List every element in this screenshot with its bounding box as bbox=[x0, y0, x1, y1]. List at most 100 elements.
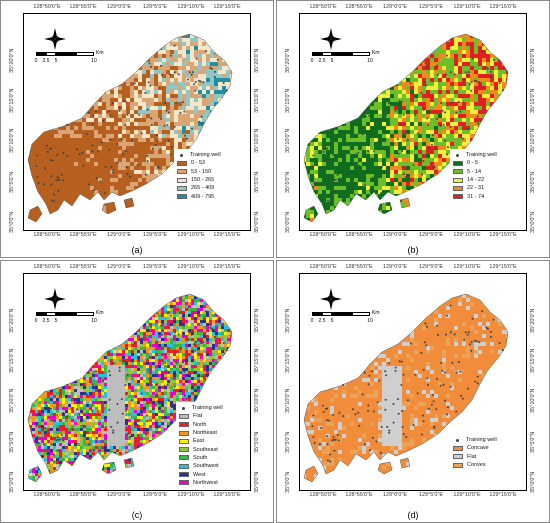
training-well-point bbox=[342, 123, 345, 126]
legend-label: North bbox=[193, 421, 207, 428]
training-well-point bbox=[184, 394, 187, 397]
training-well-point bbox=[112, 431, 115, 434]
training-well-point bbox=[92, 374, 95, 377]
training-well-point bbox=[201, 122, 203, 125]
training-well-point bbox=[213, 336, 216, 338]
map-frame: 0 2.5 5 10 Km Training well Concave Flat Convex bbox=[299, 273, 527, 491]
training-well-point bbox=[392, 161, 395, 164]
training-well-point bbox=[446, 413, 449, 416]
training-well-point bbox=[436, 377, 439, 380]
training-well-point bbox=[312, 436, 315, 439]
training-well-point bbox=[136, 164, 139, 166]
training-well-point bbox=[325, 419, 328, 422]
training-well-point bbox=[430, 403, 433, 406]
training-well-point bbox=[325, 407, 327, 410]
training-well-point bbox=[367, 144, 370, 147]
y-tick-label-left: 35°15'0"N bbox=[285, 348, 291, 373]
training-well-point bbox=[444, 371, 446, 374]
training-well-point bbox=[363, 183, 366, 186]
training-well-point bbox=[95, 176, 98, 179]
training-well-point bbox=[322, 410, 325, 413]
scale-bar-segment bbox=[322, 312, 332, 316]
training-well-point bbox=[361, 133, 364, 136]
training-well-point bbox=[437, 73, 439, 76]
legend-item: 5 - 14 bbox=[453, 168, 497, 176]
training-well-point bbox=[125, 426, 128, 429]
training-well-point bbox=[371, 436, 374, 439]
legend-item-training-well: Training well bbox=[177, 151, 221, 159]
training-well-point bbox=[471, 57, 474, 60]
training-well-point bbox=[441, 109, 444, 112]
map-frame: 0 2.5 5 10 Km Training well Flat North Northeas… bbox=[23, 273, 251, 491]
training-well-point bbox=[138, 113, 141, 116]
training-well-point bbox=[53, 200, 56, 203]
training-well-point bbox=[100, 401, 103, 404]
legend-item: East bbox=[179, 437, 223, 445]
x-tick-label-bottom: 129°0'0"E bbox=[382, 232, 408, 238]
training-well-point bbox=[195, 317, 198, 320]
y-tick-label-left: 35°5'0"N bbox=[285, 431, 291, 453]
training-well-point bbox=[95, 110, 97, 113]
training-well-point bbox=[49, 159, 52, 162]
legend-label: Northwest bbox=[193, 479, 218, 486]
training-well-point bbox=[91, 144, 94, 147]
training-well-point bbox=[422, 108, 425, 111]
training-well-point bbox=[363, 111, 366, 114]
training-well-point bbox=[384, 148, 387, 151]
training-well-point bbox=[150, 377, 153, 380]
training-well-point bbox=[442, 383, 445, 386]
training-well-point bbox=[474, 120, 477, 123]
training-well-point bbox=[91, 149, 93, 152]
training-well-point bbox=[424, 322, 427, 325]
training-well-point bbox=[166, 383, 169, 386]
training-well-point bbox=[394, 369, 397, 372]
training-well-point bbox=[81, 411, 84, 414]
legend-swatch bbox=[177, 185, 187, 191]
training-well-point bbox=[62, 151, 65, 154]
training-well-point bbox=[187, 338, 190, 341]
y-tick-label-right: 35°5'0"N bbox=[530, 171, 536, 193]
legend-item: North bbox=[179, 421, 223, 429]
training-well-point bbox=[363, 443, 366, 446]
training-well-point bbox=[354, 153, 357, 156]
well-marker-icon bbox=[180, 153, 183, 157]
region-boundary bbox=[303, 33, 509, 215]
training-well-point bbox=[37, 441, 40, 444]
training-well-point bbox=[326, 175, 329, 178]
training-well-point bbox=[96, 410, 99, 413]
training-well-point bbox=[60, 433, 63, 436]
legend-swatch bbox=[179, 455, 189, 461]
x-tick-label-bottom: 129°5'0"E bbox=[418, 232, 444, 238]
training-well-point bbox=[76, 148, 78, 151]
legend-item: Northeast bbox=[179, 429, 223, 437]
training-well-point bbox=[108, 138, 111, 141]
legend-item-training-well: Training well bbox=[453, 436, 497, 444]
training-well-point bbox=[311, 165, 314, 168]
training-well-point bbox=[368, 114, 371, 117]
y-tick-label-left: 35°15'0"N bbox=[9, 348, 15, 373]
training-well-point bbox=[394, 366, 397, 369]
training-well-point bbox=[222, 82, 225, 84]
x-tick-label-top: 128°50'0"E bbox=[33, 264, 61, 270]
map-legend: Training well 0 - 53 53 - 150 150 - 265 265 … bbox=[174, 149, 224, 203]
training-well-point bbox=[322, 144, 324, 147]
training-well-point bbox=[78, 413, 81, 416]
scale-bar-segment bbox=[322, 52, 332, 56]
y-tick-label-left: 35°0'0"N bbox=[285, 471, 291, 493]
training-well-point bbox=[87, 443, 90, 446]
training-well-point bbox=[60, 173, 63, 176]
training-well-point bbox=[398, 100, 401, 103]
x-tick-label-top: 128°55'0"E bbox=[69, 264, 97, 270]
training-well-point bbox=[62, 439, 65, 442]
legend-item: Convex bbox=[453, 461, 497, 469]
training-well-point bbox=[85, 393, 88, 396]
training-well-point bbox=[446, 146, 449, 149]
panel-label: (c) bbox=[131, 510, 143, 520]
x-tick-label-bottom: 129°15'0"E bbox=[489, 492, 517, 498]
x-tick-label-top: 129°15'0"E bbox=[213, 264, 241, 270]
training-well-point bbox=[216, 58, 219, 61]
x-tick-label-top: 128°55'0"E bbox=[345, 264, 373, 270]
legend-item: Southeast bbox=[179, 445, 223, 453]
training-well-point bbox=[122, 100, 125, 103]
